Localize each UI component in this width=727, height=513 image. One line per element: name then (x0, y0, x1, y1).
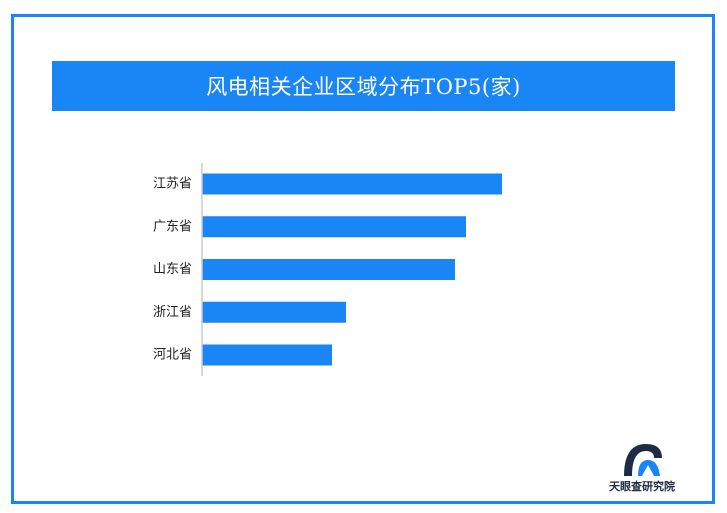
bar-3 (202, 259, 455, 280)
tianyancha-logo-icon (624, 444, 662, 476)
brand-logo: 天眼查研究院 (602, 438, 682, 494)
category-label: 广东省 (153, 219, 192, 234)
brand-name: 天眼查研究院 (609, 480, 675, 493)
bars-layer (202, 173, 502, 366)
category-label: 江苏省 (153, 176, 192, 192)
category-label: 河北省 (153, 348, 192, 363)
title-banner: 风电相关企业区域分布TOP5(家) (52, 61, 675, 111)
bar-1 (202, 173, 502, 195)
category-label: 浙江省 (153, 305, 192, 320)
bar-4 (202, 301, 346, 323)
bar-2 (202, 216, 466, 238)
bar-5 (202, 344, 332, 366)
chart-title: 风电相关企业区域分布TOP5(家) (206, 75, 521, 99)
category-label: 山东省 (153, 262, 192, 277)
